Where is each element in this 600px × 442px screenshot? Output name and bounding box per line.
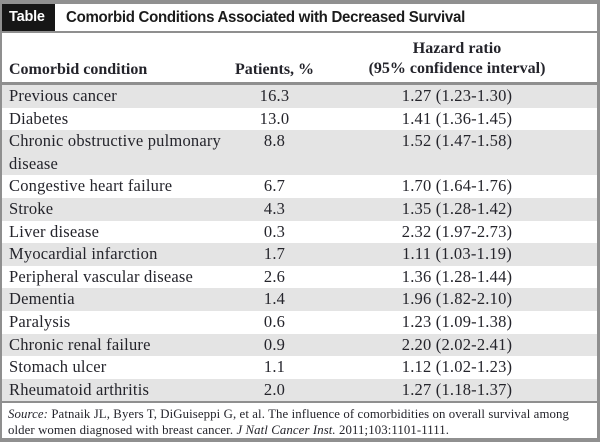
patients-cell: 2.0: [263, 379, 286, 399]
condition-cell: Chronic renal failure: [9, 334, 151, 354]
table-row: Paralysis 0.6 1.23 (1.09-1.38): [2, 310, 597, 334]
hazard-cell: 2.32 (1.97-2.73): [401, 221, 513, 241]
table-row: Rheumatoid arthritis 2.0 1.27 (1.18-1.37…: [2, 378, 597, 402]
table-row: Chronic obstructive pulmonary disease 8.…: [2, 130, 597, 176]
hazard-cell: 1.27 (1.18-1.37): [401, 379, 513, 399]
source-label: Source:: [8, 407, 49, 422]
patients-cell: 1.7: [263, 244, 286, 264]
condition-cell: Congestive heart failure: [9, 176, 173, 196]
source-text: Patnaik JL, Byers T, DiGuiseppi G, et al…: [8, 407, 569, 438]
table-row: Previous cancer 16.3 1.27 (1.23-1.30): [2, 85, 597, 108]
condition-cell: Previous cancer: [9, 86, 117, 105]
condition-cell: Paralysis: [9, 311, 71, 331]
table-row: Dementia 1.4 1.96 (1.82-2.10): [2, 288, 597, 311]
condition-cell: Stomach ulcer: [9, 357, 107, 377]
table-row: Peripheral vascular disease 2.6 1.36 (1.…: [2, 265, 597, 289]
column-header-patients: Patients, %: [234, 61, 315, 78]
column-header-hazard-ratio: Hazard ratio (95% confidence interval): [317, 39, 597, 79]
patients-cell: 13.0: [259, 108, 290, 128]
table-body: Previous cancer 16.3 1.27 (1.23-1.30) Di…: [2, 85, 597, 402]
hazard-cell: 1.96 (1.82-2.10): [401, 289, 513, 309]
patients-cell: 0.9: [263, 334, 286, 354]
patients-cell: 1.4: [263, 289, 286, 309]
condition-cell: Peripheral vascular disease: [9, 266, 194, 286]
hazard-cell: 1.36 (1.28-1.44): [401, 266, 513, 286]
condition-cell: Liver disease: [9, 221, 100, 241]
hazard-cell: 1.12 (1.02-1.23): [401, 357, 513, 377]
patients-cell: 4.3: [263, 198, 286, 218]
source-journal: J Natl Cancer Inst.: [236, 423, 336, 438]
column-header-condition: Comorbid condition: [9, 61, 148, 78]
hazard-cell: 1.35 (1.28-1.42): [401, 198, 513, 218]
table-row: Liver disease 0.3 2.32 (1.97-2.73): [2, 220, 597, 244]
patients-cell: 16.3: [259, 86, 290, 105]
table-title-bar: Table Comorbid Conditions Associated wit…: [2, 4, 597, 33]
table-row: Diabetes 13.0 1.41 (1.36-1.45): [2, 107, 597, 131]
hazard-cell: 1.70 (1.64-1.76): [401, 176, 513, 196]
column-header-row: Comorbid condition Patients, % Hazard ra…: [2, 33, 597, 85]
table-row: Stroke 4.3 1.35 (1.28-1.42): [2, 197, 597, 221]
condition-cell: Stroke: [9, 198, 54, 218]
patients-cell: 0.3: [263, 221, 286, 241]
hazard-cell: 2.20 (2.02-2.41): [401, 334, 513, 354]
hazard-cell: 1.52 (1.47-1.58): [401, 131, 513, 151]
patients-cell: 6.7: [263, 176, 286, 196]
hazard-header-line1: Hazard ratio: [412, 40, 502, 57]
table-row: Myocardial infarction 1.7 1.11 (1.03-1.1…: [2, 243, 597, 266]
condition-cell: Dementia: [9, 289, 75, 309]
patients-cell: 0.6: [263, 311, 286, 331]
hazard-header-line2: (95% confidence interval): [368, 60, 546, 77]
patients-cell: 8.8: [263, 131, 286, 151]
patients-cell: 1.1: [263, 357, 286, 377]
table-row: Stomach ulcer 1.1 1.12 (1.02-1.23): [2, 356, 597, 379]
table-row: Chronic renal failure 0.9 2.20 (2.02-2.4…: [2, 333, 597, 357]
patients-cell: 2.6: [263, 266, 286, 286]
hazard-cell: 1.27 (1.23-1.30): [401, 86, 513, 105]
condition-cell: Chronic obstructive pulmonary disease: [9, 131, 222, 173]
hazard-cell: 1.41 (1.36-1.45): [401, 108, 513, 128]
table-title: Comorbid Conditions Associated with Decr…: [65, 9, 465, 26]
hazard-cell: 1.11 (1.03-1.19): [402, 244, 512, 264]
source-citation-tail: 2011;103:1101-1111.: [335, 423, 450, 438]
condition-cell: Myocardial infarction: [9, 244, 158, 264]
condition-cell: Diabetes: [9, 108, 69, 128]
source-note: Source: Patnaik JL, Byers T, DiGuiseppi …: [2, 401, 597, 438]
table-row: Congestive heart failure 6.7 1.70 (1.64-…: [2, 175, 597, 198]
hazard-cell: 1.23 (1.09-1.38): [401, 311, 513, 331]
table-tab-label: Table: [2, 4, 55, 31]
condition-cell: Rheumatoid arthritis: [9, 379, 150, 399]
